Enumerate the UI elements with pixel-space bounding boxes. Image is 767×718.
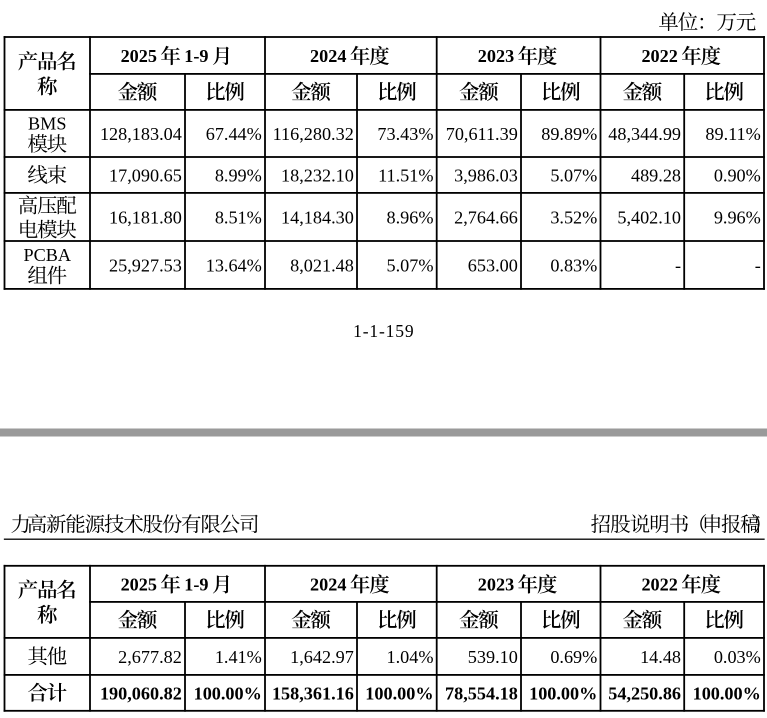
svg-text:8.51%: 8.51% <box>215 207 262 227</box>
svg-text:0.83%: 0.83% <box>550 255 597 275</box>
svg-text:17,090.65: 17,090.65 <box>109 165 182 185</box>
svg-text:2,677.82: 2,677.82 <box>118 647 182 667</box>
svg-text:PCBA: PCBA <box>23 245 71 265</box>
svg-text:8.96%: 8.96% <box>387 207 434 227</box>
svg-text:0.03%: 0.03% <box>714 647 761 667</box>
svg-text:100.00%: 100.00% <box>529 683 597 703</box>
svg-text:2025: 2025 <box>121 574 157 594</box>
svg-text:653.00: 653.00 <box>468 255 518 275</box>
svg-text:2024: 2024 <box>310 46 346 66</box>
svg-text:1-9: 1-9 <box>184 574 208 594</box>
svg-text:-: - <box>675 255 681 275</box>
svg-text:5.07%: 5.07% <box>387 255 434 275</box>
svg-text:3.52%: 3.52% <box>550 207 597 227</box>
svg-text:100.00%: 100.00% <box>194 683 262 703</box>
svg-text:13.64%: 13.64% <box>206 255 262 275</box>
svg-text:89.89%: 89.89% <box>541 124 597 144</box>
svg-text:14,184.30: 14,184.30 <box>281 207 354 227</box>
svg-text:1-1-159: 1-1-159 <box>353 321 414 341</box>
svg-text:BMS: BMS <box>28 113 66 133</box>
svg-text:54,250.86: 54,250.86 <box>608 683 681 703</box>
svg-text:78,554.18: 78,554.18 <box>445 683 518 703</box>
svg-text:128,183.04: 128,183.04 <box>100 124 182 144</box>
svg-text:1,642.97: 1,642.97 <box>290 647 354 667</box>
svg-text:1.41%: 1.41% <box>215 647 262 667</box>
svg-text:190,060.82: 190,060.82 <box>100 683 182 703</box>
svg-text:2023: 2023 <box>478 574 514 594</box>
svg-text:100.00%: 100.00% <box>365 683 433 703</box>
svg-text:25,927.53: 25,927.53 <box>109 255 182 275</box>
svg-text:9.96%: 9.96% <box>714 207 761 227</box>
svg-text:2025: 2025 <box>121 46 157 66</box>
svg-text:100.00%: 100.00% <box>693 683 761 703</box>
svg-text:2,764.66: 2,764.66 <box>454 207 518 227</box>
svg-text:8,021.48: 8,021.48 <box>290 255 354 275</box>
svg-text:489.28: 489.28 <box>631 165 681 185</box>
svg-text:89.11%: 89.11% <box>705 124 760 144</box>
svg-text:0.90%: 0.90% <box>714 165 761 185</box>
svg-text:2022: 2022 <box>641 46 677 66</box>
svg-text:5.07%: 5.07% <box>550 165 597 185</box>
svg-text:8.99%: 8.99% <box>215 165 262 185</box>
svg-text:18,232.10: 18,232.10 <box>281 165 354 185</box>
svg-text:11.51%: 11.51% <box>378 165 433 185</box>
svg-text:1.04%: 1.04% <box>387 647 434 667</box>
svg-text:-: - <box>755 255 761 275</box>
svg-text:2023: 2023 <box>478 46 514 66</box>
svg-text:1-9: 1-9 <box>184 46 208 66</box>
svg-text:2022: 2022 <box>641 574 677 594</box>
svg-text:70,611.39: 70,611.39 <box>446 124 518 144</box>
svg-text:48,344.99: 48,344.99 <box>608 124 681 144</box>
svg-text:539.10: 539.10 <box>468 647 518 667</box>
svg-text:158,361.16: 158,361.16 <box>272 683 354 703</box>
svg-text:0.69%: 0.69% <box>550 647 597 667</box>
svg-text:73.43%: 73.43% <box>377 124 433 144</box>
svg-text:3,986.03: 3,986.03 <box>454 165 518 185</box>
svg-text:2024: 2024 <box>310 574 346 594</box>
svg-text:5,402.10: 5,402.10 <box>617 207 681 227</box>
svg-text:67.44%: 67.44% <box>206 124 262 144</box>
svg-text:116,280.32: 116,280.32 <box>273 124 354 144</box>
svg-text:16,181.80: 16,181.80 <box>109 207 182 227</box>
svg-text:14.48: 14.48 <box>640 647 681 667</box>
